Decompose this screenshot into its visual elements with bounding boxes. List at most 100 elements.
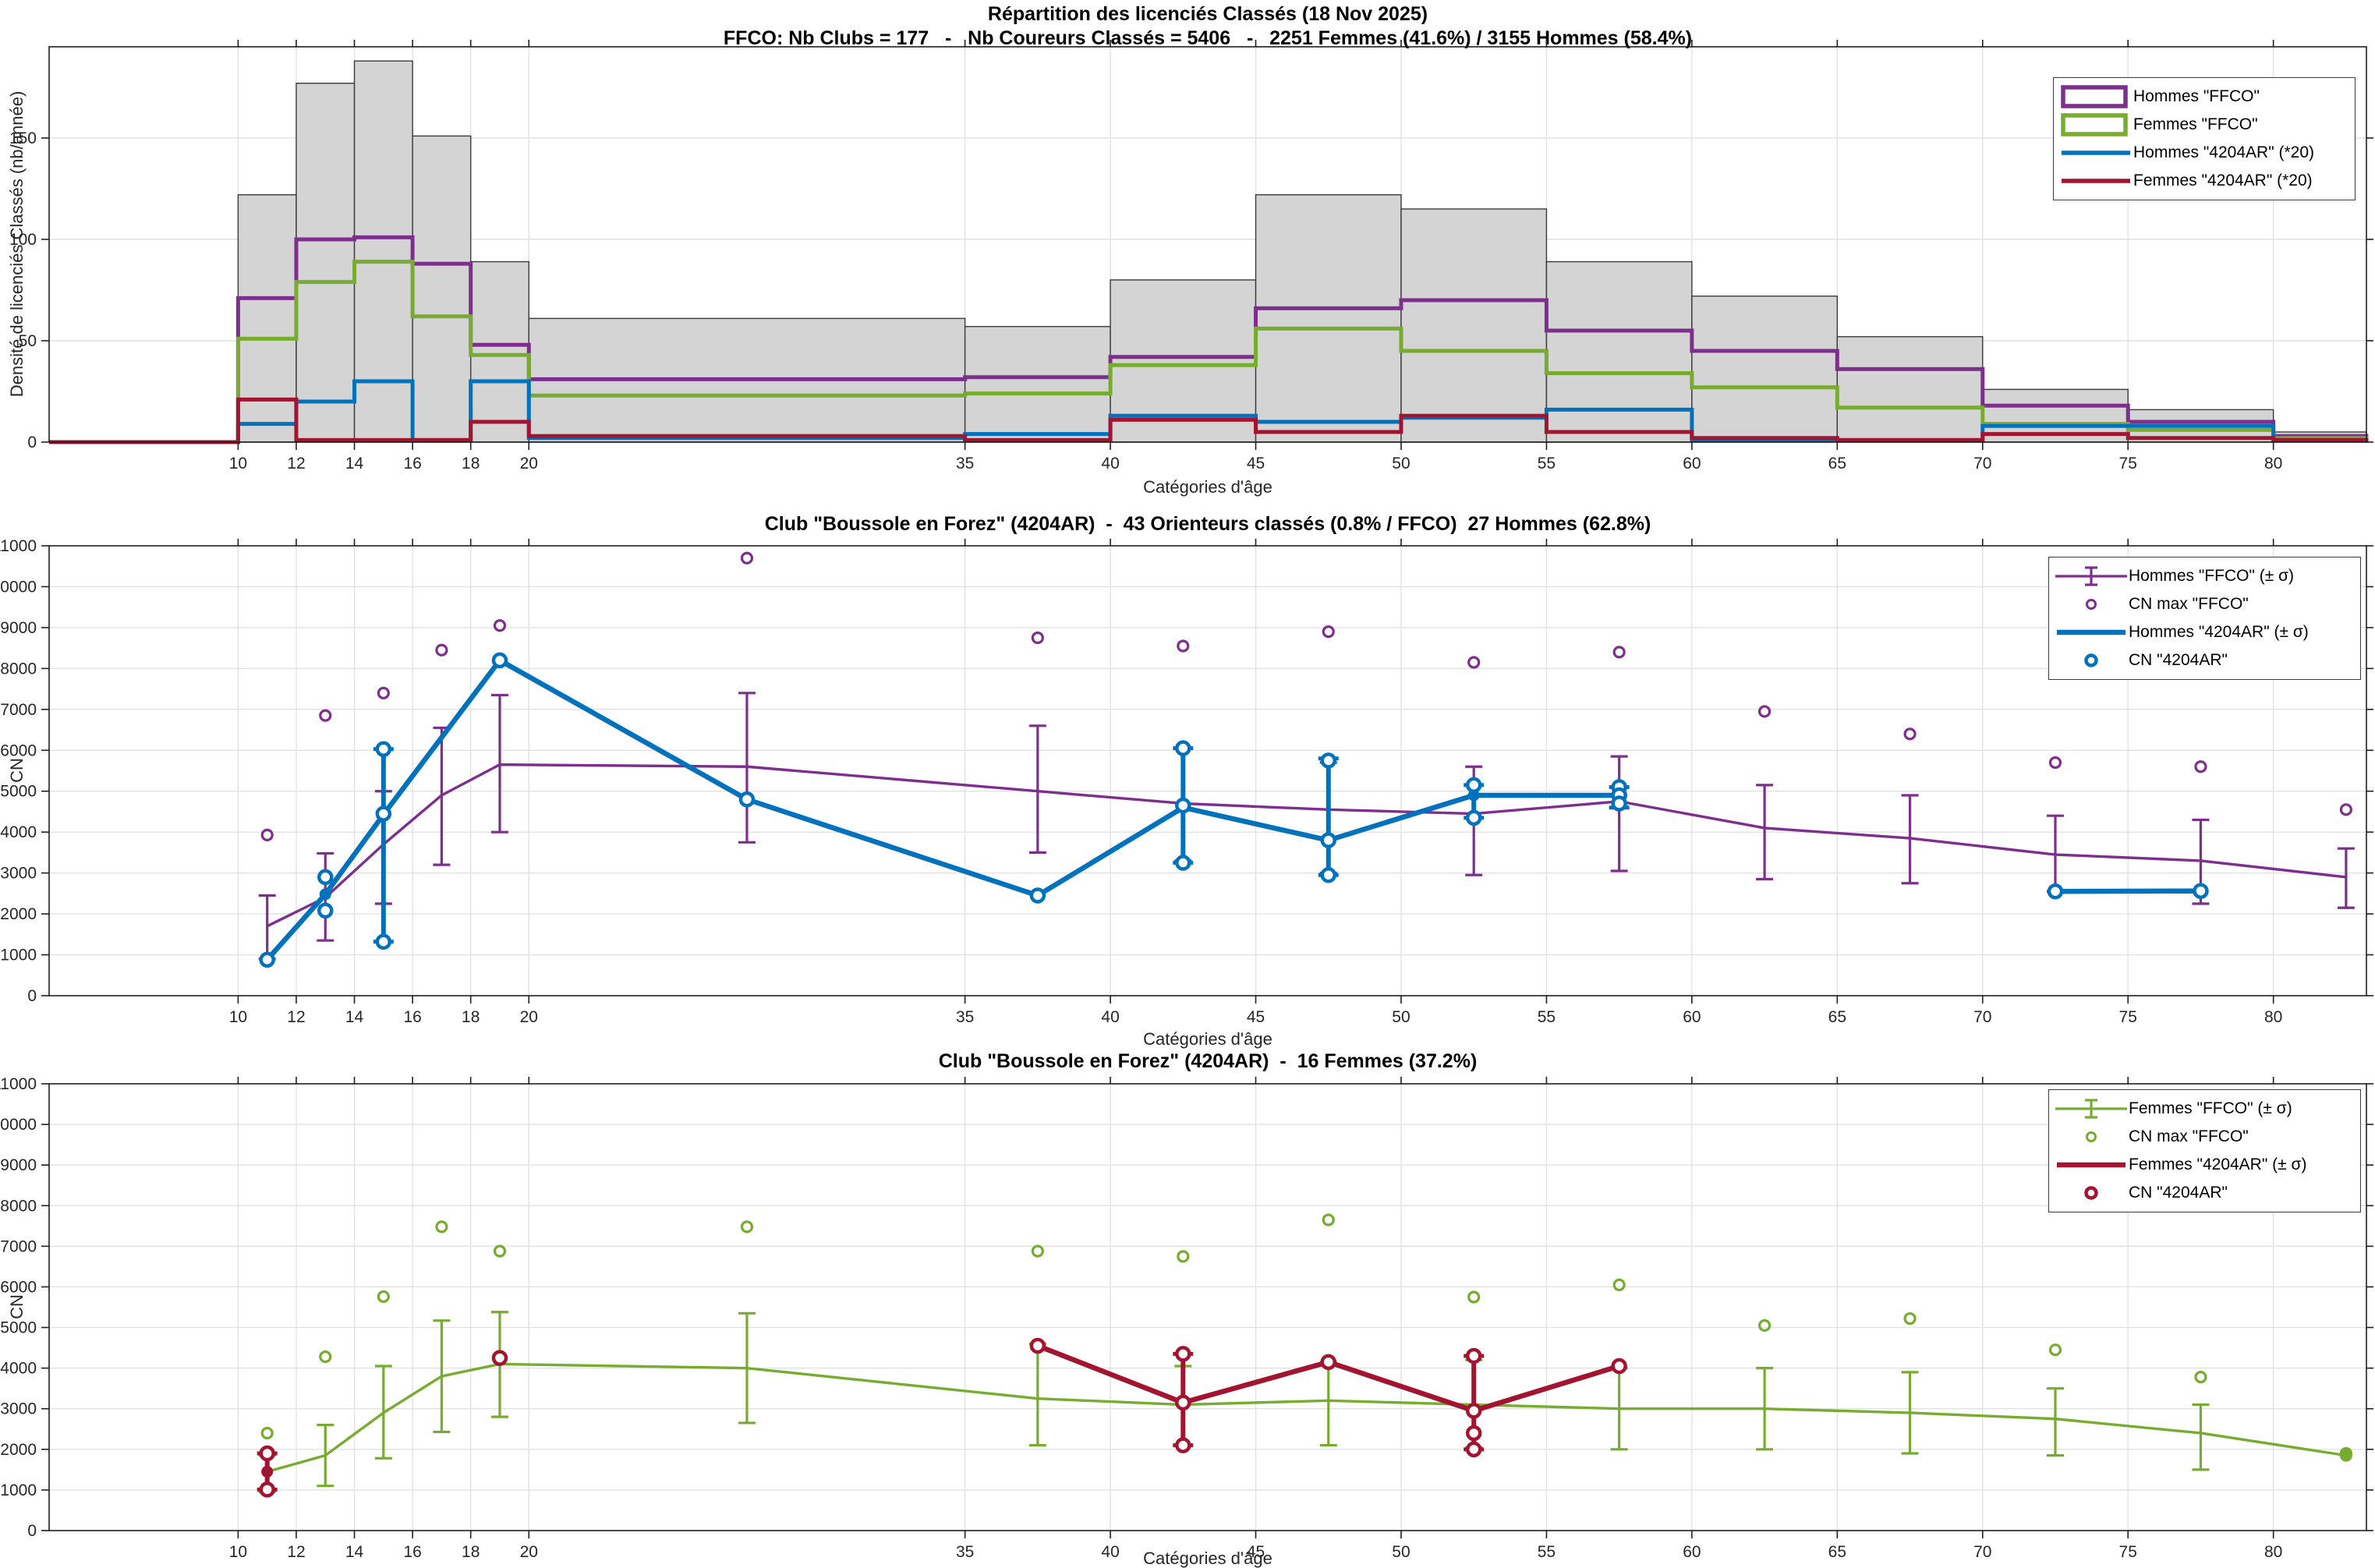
tick-label-y: 5000 bbox=[0, 783, 37, 801]
histogram-bar bbox=[1836, 336, 1984, 443]
legend-entry-label: Hommes "FFCO" bbox=[2133, 87, 2260, 105]
cnmax-point bbox=[1758, 705, 1772, 718]
tick-label-x: 20 bbox=[520, 1008, 538, 1026]
tick-label-y: 150 bbox=[9, 129, 37, 147]
club-cn-point bbox=[375, 741, 392, 757]
tick-label-x: 55 bbox=[1538, 1008, 1556, 1026]
legend-key-errorbar-icon bbox=[2055, 1099, 2127, 1119]
legend-key-circle-icon bbox=[2086, 599, 2097, 610]
legend-entry-label: Femmes "4204AR" (± σ) bbox=[2129, 1156, 2307, 1173]
cnmax-point bbox=[493, 619, 507, 632]
tick-label-x: 50 bbox=[1392, 455, 1410, 473]
ffco-mean-line bbox=[267, 1362, 2347, 1474]
tick-label-x: 40 bbox=[1101, 1008, 1119, 1026]
tick-label-y: 6000 bbox=[0, 1278, 37, 1296]
tick-label-y: 50 bbox=[19, 332, 37, 350]
tick-label-x: 80 bbox=[2264, 455, 2282, 473]
cnmax-point bbox=[1031, 1244, 1044, 1258]
tick-label-x: 75 bbox=[2119, 1008, 2137, 1026]
cnmax-point bbox=[1322, 1213, 1335, 1226]
legend-entry-label: CN max "FFCO" bbox=[2129, 1127, 2249, 1145]
cnmax-point bbox=[2194, 760, 2207, 773]
tick-label-x: 65 bbox=[1828, 1008, 1846, 1026]
histogram-bar bbox=[237, 194, 297, 443]
club-cn-point bbox=[1611, 1357, 1627, 1375]
legend-key-ring-icon bbox=[2084, 653, 2098, 667]
tick-label-x: 60 bbox=[1683, 1008, 1701, 1026]
legend-entry: CN max "FFCO" bbox=[2054, 590, 2352, 618]
tick-label-y: 4000 bbox=[0, 1360, 37, 1378]
legend-key-errorbar-icon bbox=[2055, 566, 2127, 586]
legend-key-box-icon bbox=[2061, 85, 2128, 108]
club-cn-point bbox=[491, 652, 508, 669]
chart2-legend: Hommes "FFCO" (± σ) CN max "FFCO" Hommes "… bbox=[2048, 557, 2361, 680]
tick-label-x: 80 bbox=[2264, 1008, 2282, 1026]
club-cn-point bbox=[1611, 795, 1627, 812]
tick-label-x: 12 bbox=[287, 1543, 305, 1561]
tick-label-x: 55 bbox=[1538, 455, 1556, 473]
legend-entry: CN max "FFCO" bbox=[2054, 1123, 2352, 1151]
tick-label-y: 0 bbox=[27, 434, 37, 451]
cnmax-point bbox=[740, 1220, 754, 1234]
club-cn-point bbox=[317, 869, 334, 886]
stairs-series bbox=[49, 379, 2369, 444]
histogram-bar bbox=[1545, 260, 1693, 443]
legend-entry: Femmes "4204AR" (*20) bbox=[2058, 167, 2347, 195]
cnmax-point bbox=[2048, 756, 2062, 770]
club-cn-point bbox=[1465, 809, 1482, 826]
tick-label-x: 50 bbox=[1392, 1543, 1410, 1561]
tick-label-x: 80 bbox=[2264, 1543, 2282, 1561]
club-cn-point bbox=[259, 951, 275, 968]
legend-entry-label: Femmes "4204AR" (*20) bbox=[2133, 172, 2313, 189]
club-cn-point bbox=[259, 1481, 275, 1498]
plot-border bbox=[48, 46, 2367, 443]
tick-label-x: 14 bbox=[345, 1543, 364, 1561]
histogram-bar bbox=[412, 135, 472, 443]
cnmax-point bbox=[2339, 1446, 2352, 1460]
tick-label-x: 45 bbox=[1247, 455, 1265, 473]
histogram-bar bbox=[1691, 296, 1839, 443]
chart2-xlabel: Catégories d'âge bbox=[1143, 1029, 1272, 1049]
tick-label-x: 65 bbox=[1828, 455, 1846, 473]
histogram-bar bbox=[470, 260, 529, 443]
legend-entry: Hommes "FFCO" (± σ) bbox=[2054, 562, 2352, 590]
cnmax-point bbox=[1612, 1278, 1626, 1291]
cnmax-point bbox=[377, 1290, 390, 1304]
chart2-title: Club "Boussole en Forez" (4204AR) - 43 O… bbox=[764, 513, 1651, 535]
legend-entry: CN "4204AR" bbox=[2054, 1179, 2352, 1207]
tick-label-x: 70 bbox=[1973, 455, 1991, 473]
tick-label-y: 10000 bbox=[0, 578, 37, 596]
legend-key-thickline-icon bbox=[2057, 1162, 2125, 1168]
legend-entry-label: Hommes "4204AR" (± σ) bbox=[2129, 623, 2309, 641]
legend-entry-label: CN "4204AR" bbox=[2129, 1184, 2228, 1202]
tick-label-x: 20 bbox=[520, 455, 538, 473]
tick-label-x: 45 bbox=[1247, 1543, 1265, 1561]
club-cn-point bbox=[2193, 883, 2209, 899]
tick-label-x: 16 bbox=[403, 455, 421, 473]
tick-label-y: 0 bbox=[27, 987, 37, 1005]
club-cn-point bbox=[317, 902, 334, 919]
tick-label-y: 2000 bbox=[0, 905, 37, 923]
tick-label-x: 40 bbox=[1101, 1543, 1119, 1561]
cnmax-point bbox=[1612, 646, 1626, 659]
cnmax-point bbox=[1467, 1290, 1481, 1304]
tick-label-x: 16 bbox=[403, 1543, 421, 1561]
chart1-subtitle: FFCO: Nb Clubs = 177 - Nb Coureurs Class… bbox=[723, 27, 1693, 49]
legend-entry: Hommes "4204AR" (*20) bbox=[2058, 139, 2347, 167]
club-cn-point bbox=[1465, 1347, 1482, 1364]
tick-label-y: 6000 bbox=[0, 742, 37, 759]
chart3-xlabel: Catégories d'âge bbox=[1143, 1549, 1272, 1568]
club-cn-point bbox=[1029, 887, 1046, 904]
ffco-mean-line bbox=[266, 763, 2347, 928]
stairs-series bbox=[49, 260, 2369, 444]
legend-entry: Femmes "FFCO" bbox=[2058, 111, 2347, 139]
tick-label-y: 0 bbox=[27, 1522, 37, 1540]
club-line bbox=[2055, 888, 2201, 894]
chart1-xlabel: Catégories d'âge bbox=[1143, 477, 1272, 497]
club-cn-point bbox=[1029, 1337, 1046, 1354]
club-cn-point bbox=[259, 1445, 275, 1462]
tick-label-x: 60 bbox=[1683, 455, 1701, 473]
tick-label-x: 20 bbox=[520, 1543, 538, 1561]
cnmax-point bbox=[435, 1220, 448, 1234]
